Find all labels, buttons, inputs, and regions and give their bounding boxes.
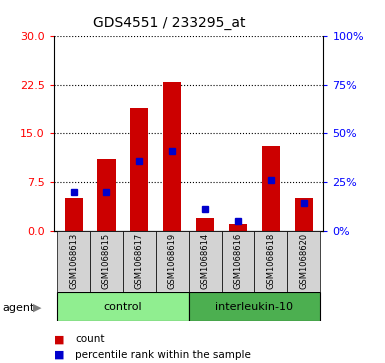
Bar: [295, 198, 313, 231]
Text: ■: ■: [54, 334, 64, 344]
Bar: [221, 231, 254, 292]
Text: GSM1068618: GSM1068618: [266, 233, 275, 289]
Bar: [189, 292, 320, 321]
Text: GSM1068620: GSM1068620: [299, 233, 308, 289]
Bar: [57, 292, 189, 321]
Bar: [156, 231, 189, 292]
Bar: [130, 107, 148, 231]
Bar: [262, 146, 280, 231]
Bar: [196, 217, 214, 231]
Text: percentile rank within the sample: percentile rank within the sample: [75, 350, 251, 360]
Bar: [57, 231, 90, 292]
Text: ▶: ▶: [33, 303, 41, 313]
Text: GSM1068614: GSM1068614: [201, 233, 209, 289]
Bar: [163, 82, 181, 231]
Bar: [254, 231, 287, 292]
Text: GSM1068613: GSM1068613: [69, 233, 78, 289]
Text: GSM1068617: GSM1068617: [135, 233, 144, 289]
Bar: [189, 231, 221, 292]
Text: GSM1068615: GSM1068615: [102, 233, 111, 289]
Bar: [65, 198, 83, 231]
Bar: [123, 231, 156, 292]
Text: GDS4551 / 233295_at: GDS4551 / 233295_at: [93, 16, 246, 30]
Text: ■: ■: [54, 350, 64, 360]
Bar: [97, 159, 116, 231]
Bar: [287, 231, 320, 292]
Bar: [90, 231, 123, 292]
Text: interleukin-10: interleukin-10: [215, 302, 293, 312]
Text: agent: agent: [2, 303, 34, 313]
Text: GSM1068616: GSM1068616: [233, 233, 243, 289]
Text: control: control: [104, 302, 142, 312]
Bar: [229, 224, 247, 231]
Text: count: count: [75, 334, 105, 344]
Text: GSM1068619: GSM1068619: [168, 233, 177, 289]
